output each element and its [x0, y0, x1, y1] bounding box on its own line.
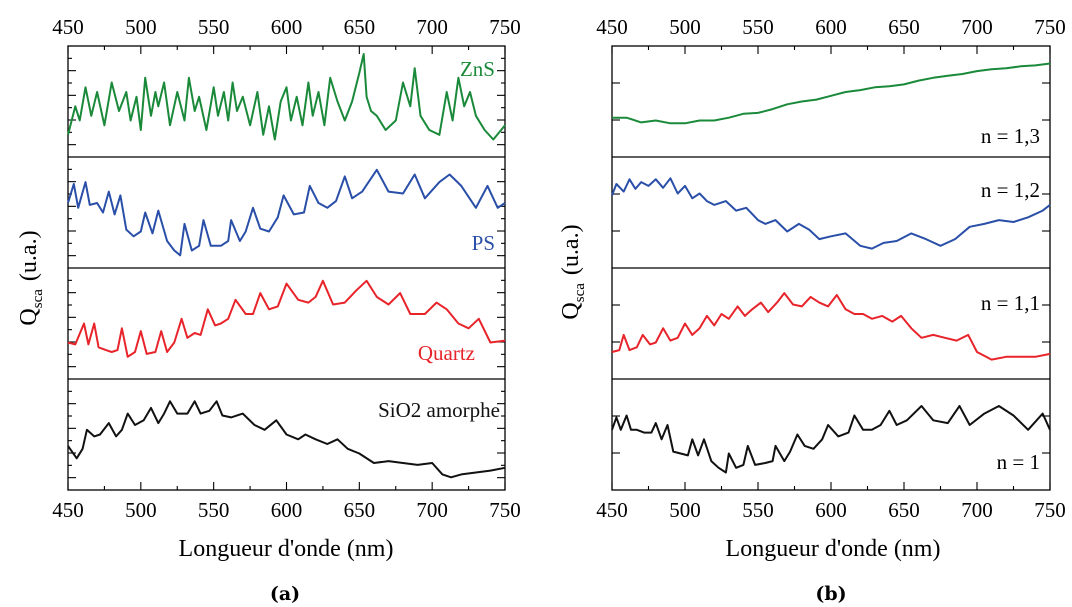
- series-line: [612, 62, 1051, 125]
- x-tick-label-top: 700: [416, 15, 448, 39]
- x-tick-label-top: 650: [888, 15, 920, 39]
- x-tick-label-top: 550: [742, 15, 774, 39]
- x-tick-label-top: 500: [125, 15, 157, 39]
- x-tick-label: 700: [961, 498, 993, 522]
- x-tick-label-top: 600: [271, 15, 303, 39]
- x-tick-label-top: 750: [489, 15, 521, 39]
- x-tick-label: 650: [888, 498, 920, 522]
- x-tick-label: 750: [489, 498, 521, 522]
- chart-1: 450 450 500 500 550 550 600 600 650 650 700 700 750 7…: [596, 15, 1066, 522]
- x-tick-label: 650: [344, 498, 376, 522]
- x-tick-label: 450: [52, 498, 84, 522]
- series-label: Quartz: [418, 341, 475, 365]
- panel-b-xlabel: Longueur d'onde (nm): [726, 536, 941, 562]
- series-line: [611, 405, 1051, 474]
- series-line: [67, 279, 506, 358]
- series-label: SiO2 amorphe: [378, 398, 500, 422]
- series-line: [67, 53, 506, 141]
- series-label: n = 1,2: [981, 178, 1040, 202]
- series-line: [611, 177, 1051, 250]
- series-label: PS: [472, 231, 495, 255]
- x-tick-label-top: 700: [961, 15, 993, 39]
- x-tick-label: 700: [416, 498, 448, 522]
- series-line: [67, 400, 506, 479]
- x-tick-label-top: 500: [669, 15, 701, 39]
- panel-a-caption: (a): [270, 583, 300, 605]
- series-label: n = 1,1: [981, 291, 1040, 315]
- x-tick-label: 600: [271, 498, 303, 522]
- x-tick-label: 750: [1034, 498, 1066, 522]
- series-label: n = 1: [997, 450, 1040, 474]
- panel-a-text: Qsca(u.a.) Longueur d'onde (nm) (a): [16, 230, 393, 605]
- x-tick-label-top: 450: [596, 15, 628, 39]
- panel-b-caption: (b): [815, 583, 846, 605]
- panel-b-text: Qsca(u.a.) Longueur d'onde (nm) (b): [558, 224, 940, 605]
- x-tick-label-top: 750: [1034, 15, 1066, 39]
- x-tick-label: 550: [742, 498, 774, 522]
- series-line: [611, 292, 1051, 361]
- panel-a-xlabel: Longueur d'onde (nm): [179, 536, 394, 562]
- x-tick-label: 450: [596, 498, 628, 522]
- x-tick-label: 550: [198, 498, 230, 522]
- x-tick-label-top: 650: [344, 15, 376, 39]
- x-tick-label-top: 600: [815, 15, 847, 39]
- series-label: ZnS: [460, 57, 495, 81]
- x-tick-label: 500: [669, 498, 701, 522]
- panel-a-ylabel: Qsca(u.a.): [16, 230, 46, 325]
- x-tick-label: 600: [815, 498, 847, 522]
- series-label: n = 1,3: [981, 124, 1040, 148]
- series-line: [67, 168, 506, 257]
- panel-b-ylabel: Qsca(u.a.): [558, 224, 588, 319]
- x-tick-label: 500: [125, 498, 157, 522]
- x-tick-label-top: 450: [52, 15, 84, 39]
- x-tick-label-top: 550: [198, 15, 230, 39]
- chart-0: 450 450 500 500 550 550 600 600 650 650 700 700 750 7…: [52, 15, 521, 522]
